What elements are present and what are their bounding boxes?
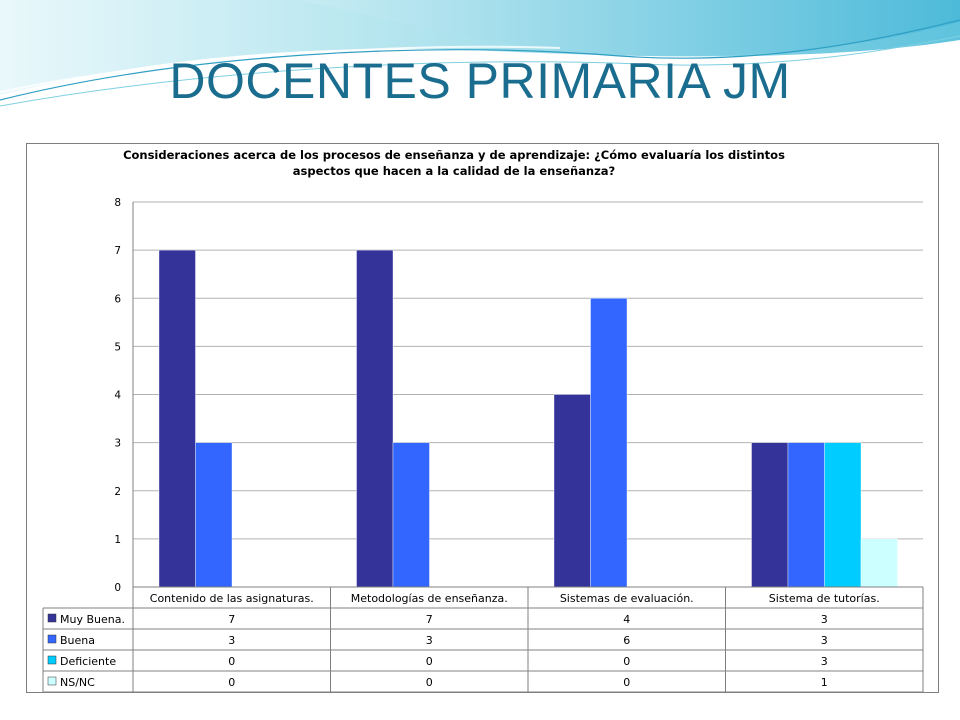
table-value: 0 bbox=[623, 655, 630, 668]
table-value: 1 bbox=[821, 676, 828, 689]
y-axis: 0 1 2 3 4 5 6 7 8 bbox=[114, 197, 134, 594]
data-table: Contenido de las asignaturas. Metodología… bbox=[42, 586, 924, 693]
legend-label: Deficiente bbox=[60, 655, 116, 668]
y-tick-label: 8 bbox=[114, 197, 121, 209]
bar bbox=[860, 538, 898, 588]
bar bbox=[392, 442, 430, 588]
table-value: 3 bbox=[228, 634, 235, 647]
legend-label: Muy Buena. bbox=[60, 613, 125, 626]
bars bbox=[158, 249, 898, 588]
bar-chart: Consideraciones acerca de los procesos d… bbox=[42, 148, 924, 693]
legend-label: Buena bbox=[60, 634, 95, 647]
bar bbox=[195, 442, 233, 588]
table-value: 0 bbox=[228, 676, 235, 689]
legend-swatch bbox=[47, 613, 57, 623]
y-tick-label: 0 bbox=[114, 582, 121, 594]
y-tick-label: 4 bbox=[114, 390, 121, 402]
y-tick-label: 6 bbox=[114, 293, 121, 305]
chart-container: Consideraciones acerca de los procesos d… bbox=[26, 143, 939, 693]
table-value: 0 bbox=[228, 655, 235, 668]
y-tick-label: 3 bbox=[114, 438, 121, 450]
table-value: 0 bbox=[426, 655, 433, 668]
table-value: 7 bbox=[426, 613, 433, 626]
y-tick-label: 2 bbox=[114, 486, 121, 498]
table-value: 6 bbox=[623, 634, 630, 647]
bar bbox=[787, 442, 825, 588]
bar bbox=[751, 442, 789, 588]
table-value: 4 bbox=[623, 613, 630, 626]
y-tick-label: 1 bbox=[114, 534, 121, 546]
bar bbox=[824, 442, 862, 588]
bar bbox=[356, 249, 394, 588]
category-label: Contenido de las asignaturas. bbox=[150, 592, 314, 605]
slide-title: DOCENTES PRIMARIA JM bbox=[169, 53, 791, 109]
legend-swatch bbox=[47, 634, 57, 644]
bar bbox=[553, 394, 591, 588]
category-label: Sistema de tutorías. bbox=[769, 592, 880, 605]
chart-title-line-1: Consideraciones acerca de los procesos d… bbox=[123, 148, 785, 162]
legend-swatch bbox=[47, 676, 57, 686]
y-tick-label: 7 bbox=[114, 245, 121, 257]
table-value: 3 bbox=[821, 613, 828, 626]
category-label: Sistemas de evaluación. bbox=[560, 592, 694, 605]
table-value: 3 bbox=[426, 634, 433, 647]
table-value: 7 bbox=[228, 613, 235, 626]
legend-swatch bbox=[47, 655, 57, 665]
table-value: 0 bbox=[623, 676, 630, 689]
chart-title-line-2: aspectos que hacen a la calidad de la en… bbox=[293, 164, 615, 178]
legend-label: NS/NC bbox=[60, 676, 95, 689]
table-value: 0 bbox=[426, 676, 433, 689]
y-tick-label: 5 bbox=[114, 341, 121, 353]
bar bbox=[158, 249, 196, 588]
header-wave-decoration bbox=[0, 0, 960, 107]
table-value: 3 bbox=[821, 655, 828, 668]
bar bbox=[590, 298, 628, 588]
category-label: Metodologías de enseñanza. bbox=[351, 592, 508, 605]
table-value: 3 bbox=[821, 634, 828, 647]
